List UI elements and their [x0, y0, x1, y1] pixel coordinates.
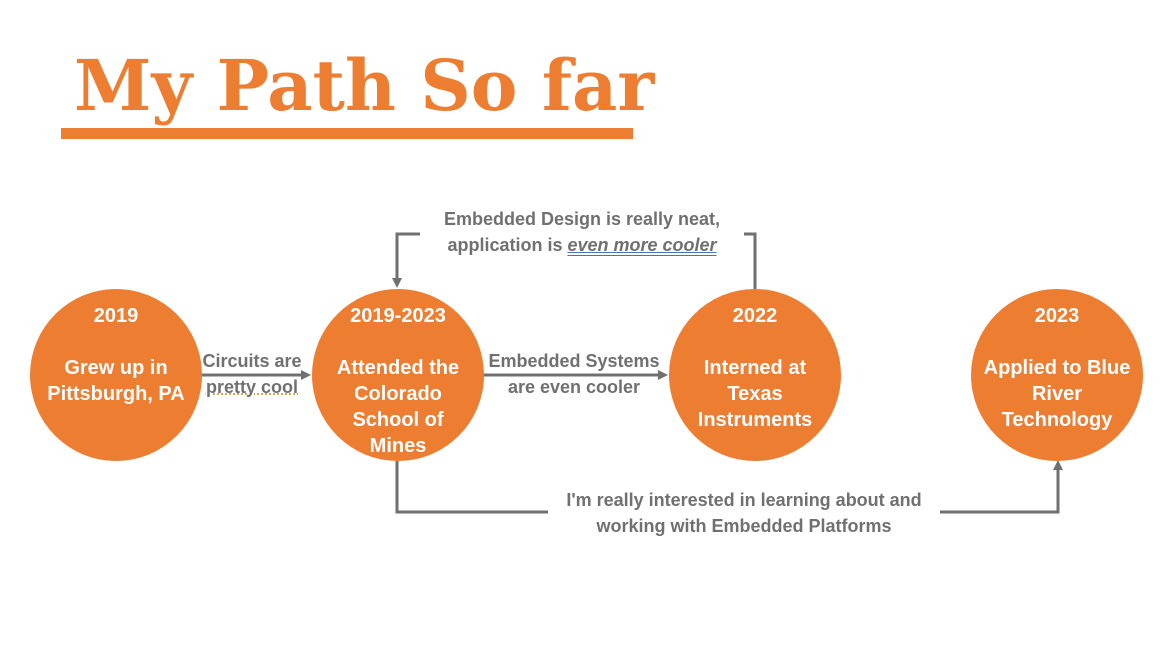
label-line: pretty cool [205, 377, 298, 397]
label-emphasis: even more cooler [567, 235, 717, 255]
label-line: Embedded Systems [488, 351, 660, 371]
node-year: 2019-2023 [350, 305, 446, 327]
timeline-node-2019: 2019 Grew up in Pittsburgh, PA [30, 289, 202, 461]
label-line: application is even more cooler [426, 232, 738, 258]
connector-label-platforms: I'm really interested in learning about … [548, 487, 940, 539]
node-year: 2019 [93, 305, 139, 327]
node-description: Grew up in Pittsburgh, PA [47, 357, 185, 405]
connector-label-embedded-design: Embedded Design is really neat, applicat… [420, 206, 744, 258]
label-line: I'm really interested in learning about … [566, 490, 922, 510]
label-line: Circuits are [202, 351, 302, 371]
node-year: 2023 [1034, 305, 1080, 327]
node-year: 2022 [732, 305, 778, 327]
timeline-node-2019-2023: 2019-2023 Attended the Colorado School o… [312, 289, 484, 461]
label-text: application is [447, 235, 568, 255]
label-line: working with Embedded Platforms [596, 516, 892, 536]
timeline-node-2023: 2023 Applied to Blue River Technology [971, 289, 1143, 461]
connector-label-embedded-systems: Embedded Systems are even cooler [486, 348, 662, 400]
node-description: Applied to Blue River Technology [983, 357, 1131, 431]
label-line: Embedded Design is really neat, [443, 209, 721, 229]
slide-title: My Path So far [74, 44, 655, 127]
timeline-node-2022: 2022 Interned at Texas Instruments [669, 289, 841, 461]
connector-label-circuits: Circuits are pretty cool [201, 348, 303, 400]
node-description: Interned at Texas Instruments [697, 357, 813, 431]
label-line: are even cooler [507, 377, 641, 397]
node-description: Attended the Colorado School of Mines [336, 357, 460, 457]
title-underline-bar [61, 128, 633, 139]
